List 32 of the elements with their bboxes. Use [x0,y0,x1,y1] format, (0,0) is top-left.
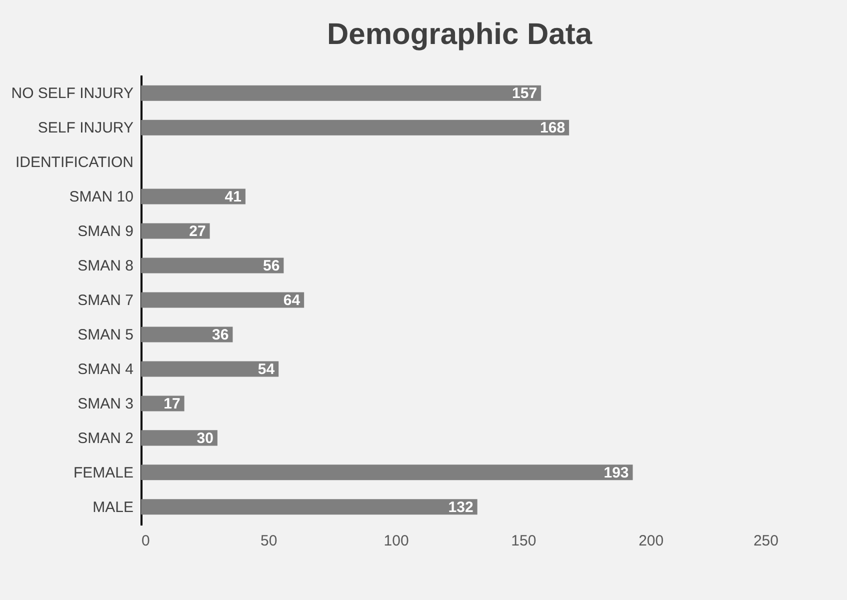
x-tick-label: 150 [511,532,536,550]
chart-title: Demographic Data [326,18,592,51]
data-label: 168 [540,120,566,137]
y-tick-label: SMAN 5 [78,326,134,344]
x-tick-label: 200 [638,532,664,550]
data-label: 27 [189,223,206,240]
data-label: 36 [212,326,229,344]
data-label: 30 [196,430,214,447]
data-label: 193 [604,464,629,482]
data-label: 132 [448,498,474,516]
y-tick-label: MALE [92,498,134,516]
y-tick-label: FEMALE [73,464,134,482]
x-tick-label: 0 [142,532,150,550]
x-tick-label: 100 [384,532,409,550]
data-label: 41 [224,188,242,206]
y-tick-label: SMAN 10 [69,188,134,206]
y-tick-label: SMAN 3 [78,395,134,412]
y-tick-label: SELF INJURY [38,120,134,137]
data-label: 157 [512,85,538,102]
y-tick-label: SMAN 8 [78,258,134,275]
x-tick-label: 250 [753,532,778,550]
x-tick-label: 50 [260,532,278,550]
data-label: 54 [258,360,276,378]
y-tick-label: SMAN 4 [78,360,134,378]
data-label: 17 [164,395,180,412]
data-label: 64 [283,292,301,309]
y-tick-label: SMAN 9 [78,223,134,240]
y-tick-label: IDENTIFICATION [15,154,134,172]
y-tick-label: NO SELF INJURY [11,85,134,102]
y-tick-label: SMAN 7 [78,292,134,309]
data-label: 56 [263,258,280,275]
y-tick-label: SMAN 2 [78,430,134,447]
